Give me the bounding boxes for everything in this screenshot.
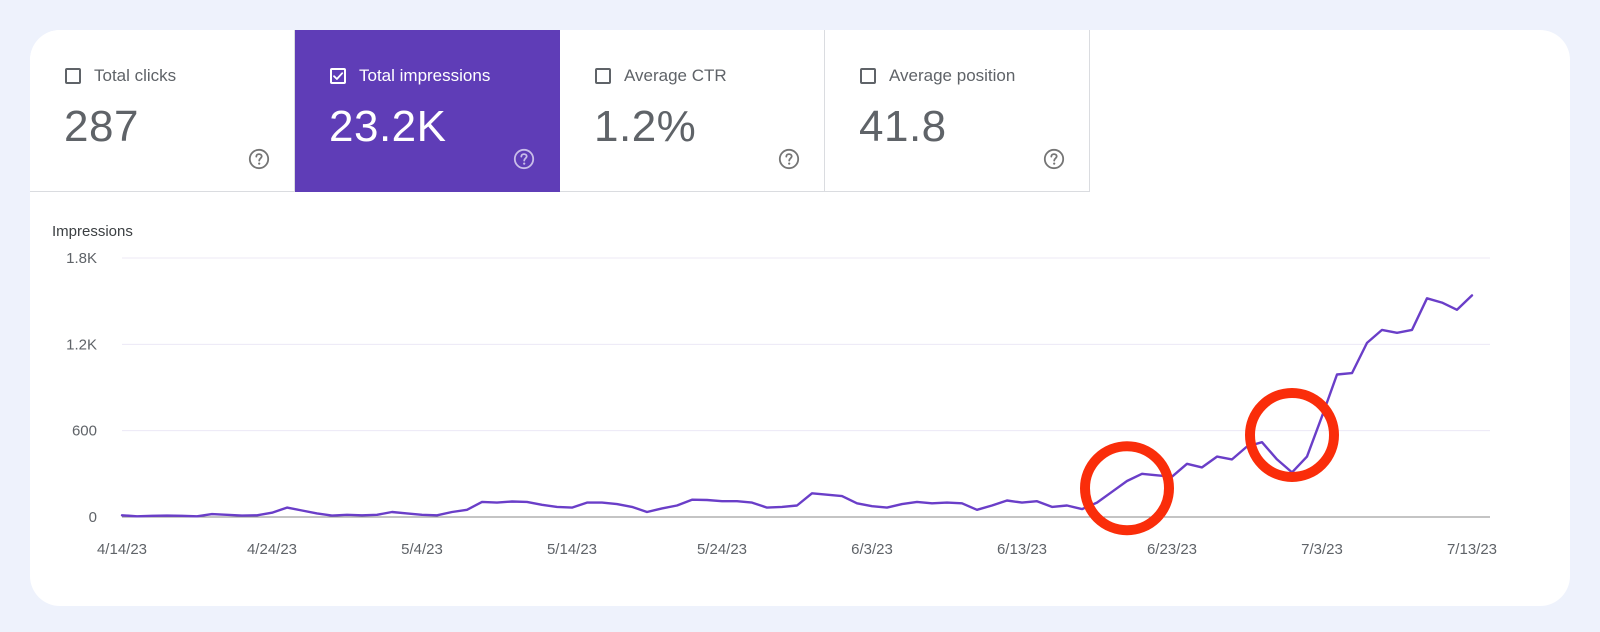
x-tick-label: 4/24/23 [247,541,297,558]
metric-label: Total clicks [94,66,177,85]
y-tick-label: 0 [89,509,97,526]
x-tick-label: 6/23/23 [1147,541,1197,558]
help-icon[interactable] [1043,148,1065,170]
metric-value: 23.2K [329,102,447,151]
x-tick-label: 6/3/23 [851,541,893,558]
x-tick-label: 7/13/23 [1447,541,1497,558]
x-tick-label: 4/14/23 [97,541,147,558]
x-tick-label: 7/3/23 [1301,541,1343,558]
y-tick-label: 1.2K [66,336,97,353]
y-tick-label: 1.8K [66,250,97,267]
performance-card: Total clicks 287 Total impressions 23.2K [30,30,1570,606]
y-tick-label: 600 [72,423,97,440]
metric-total-impressions[interactable]: Total impressions 23.2K [295,30,560,192]
annotation-circle [1080,441,1174,536]
help-icon[interactable] [778,148,800,170]
metric-average-ctr[interactable]: Average CTR 1.2% [560,30,825,192]
metric-label: Total impressions [359,66,491,85]
x-tick-label: 6/13/23 [997,541,1047,558]
checkbox-unchecked-icon[interactable] [860,68,876,84]
impressions-series-line [120,294,1474,518]
chart-canvas: 0 600 1.2K 1.8K 4/14/23 4/24/23 5/4/23 5/14/23 5… [66,250,1497,558]
checkbox-unchecked-icon[interactable] [65,68,81,84]
metric-total-clicks[interactable]: Total clicks 287 [30,30,295,192]
x-tick-label: 5/14/23 [547,541,597,558]
x-tick-label: 5/4/23 [401,541,443,558]
metric-label: Average position [889,66,1016,85]
metric-average-position[interactable]: Average position 41.8 [825,30,1090,192]
metric-value: 287 [64,102,139,151]
annotation-circle [1245,387,1339,482]
x-tick-label: 5/24/23 [697,541,747,558]
metric-tabs: Total clicks 287 Total impressions 23.2K [30,30,1090,192]
help-icon[interactable] [248,148,270,170]
checkbox-checked-icon[interactable] [330,68,346,84]
y-axis-title: Impressions [52,223,133,240]
metric-value: 41.8 [859,102,947,151]
metric-value: 1.2% [594,102,697,151]
impressions-chart: Impressions 0 600 1.2K 1.8K 4/14/23 4/24/23 5/… [30,30,1570,606]
help-icon[interactable] [513,148,535,170]
metric-label: Average CTR [624,66,727,85]
checkbox-unchecked-icon[interactable] [595,68,611,84]
